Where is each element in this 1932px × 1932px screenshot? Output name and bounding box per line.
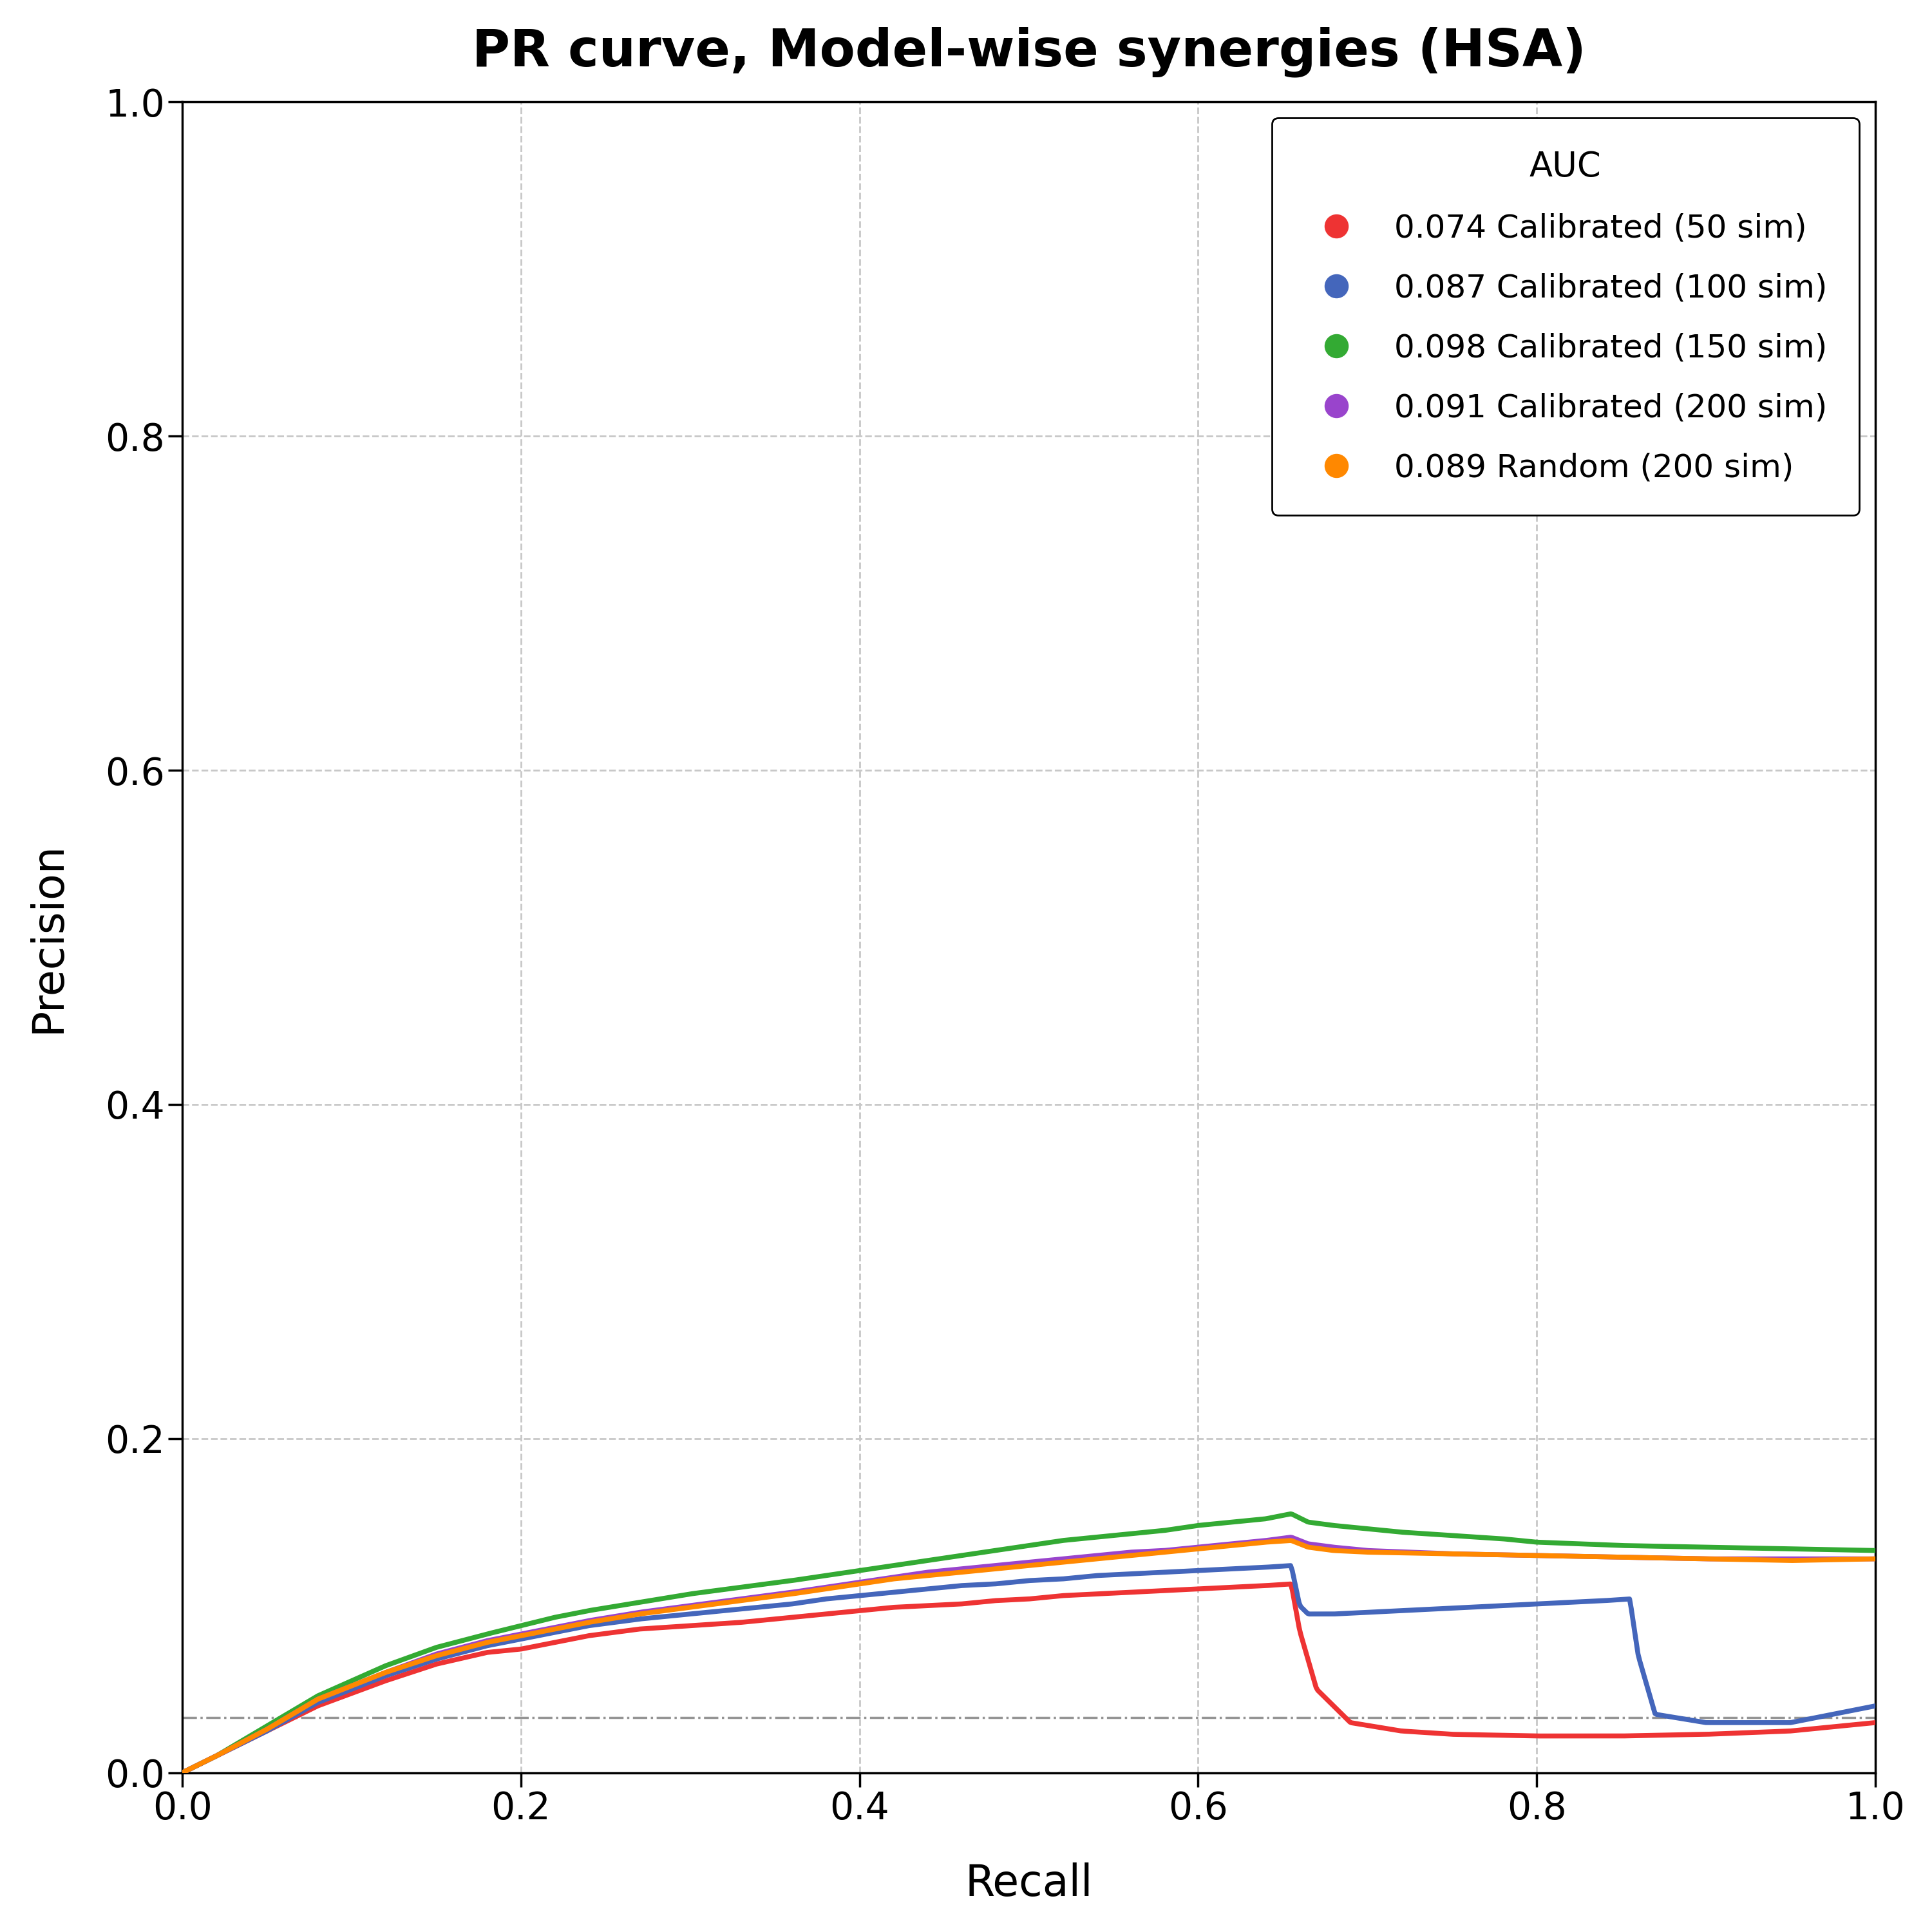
Y-axis label: Precision: Precision bbox=[27, 842, 70, 1034]
X-axis label: Recall: Recall bbox=[964, 1862, 1094, 1905]
Title: PR curve, Model-wise synergies (HSA): PR curve, Model-wise synergies (HSA) bbox=[471, 27, 1586, 77]
Legend: 0.074 Calibrated (50 sim), 0.087 Calibrated (100 sim), 0.098 Calibrated (150 sim: 0.074 Calibrated (50 sim), 0.087 Calibra… bbox=[1271, 118, 1859, 516]
